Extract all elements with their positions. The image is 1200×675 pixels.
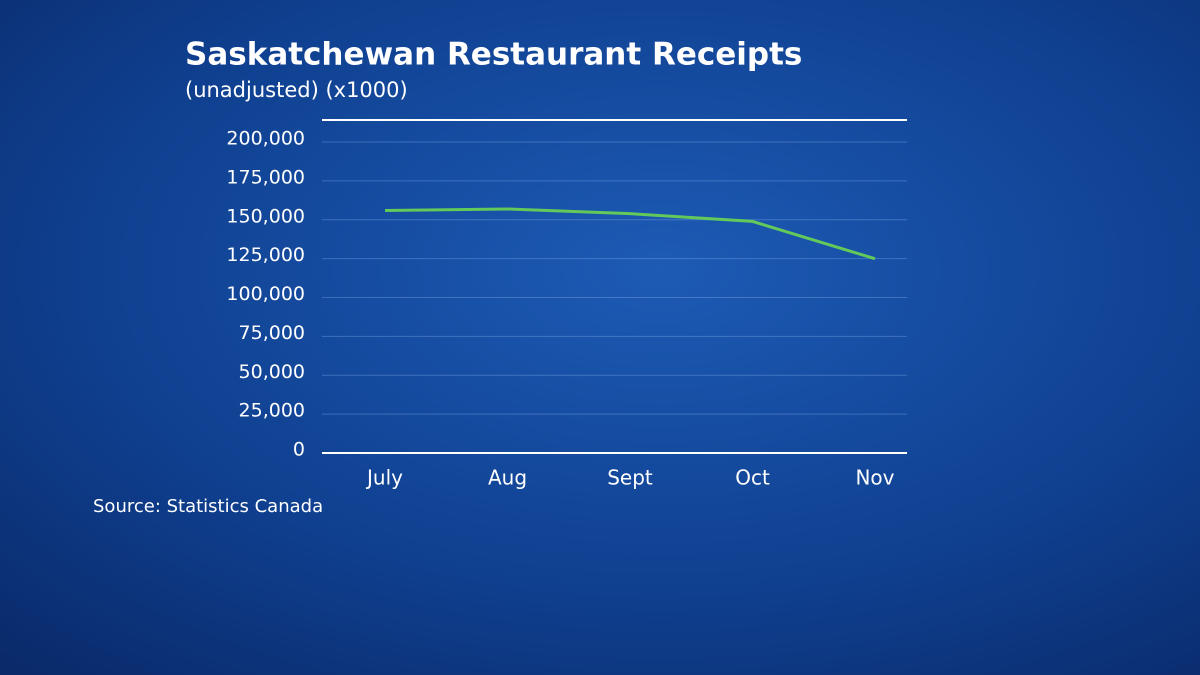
data-line xyxy=(384,207,876,261)
chart-title: Saskatchewan Restaurant Receipts xyxy=(185,37,802,73)
y-tick-label: 200,000 xyxy=(226,128,305,150)
y-tick-label: 50,000 xyxy=(239,361,305,383)
y-tick-label: 0 xyxy=(293,439,305,461)
x-tick-label: Sept xyxy=(607,466,653,490)
chart-subtitle: (unadjusted) (x1000) xyxy=(185,78,408,102)
y-tick-label: 150,000 xyxy=(226,205,305,227)
x-tick-label: July xyxy=(365,466,403,490)
y-tick-label: 75,000 xyxy=(239,322,305,344)
x-tick-label: Oct xyxy=(735,466,770,490)
x-tick-label: Nov xyxy=(855,466,894,490)
x-tick-label: Aug xyxy=(488,466,527,490)
y-tick-label: 25,000 xyxy=(239,400,305,422)
y-tick-label: 125,000 xyxy=(226,244,305,266)
y-tick-label: 100,000 xyxy=(226,283,305,305)
y-tick-label: 175,000 xyxy=(226,166,305,188)
source: Source: Statistics Canada xyxy=(93,496,323,517)
